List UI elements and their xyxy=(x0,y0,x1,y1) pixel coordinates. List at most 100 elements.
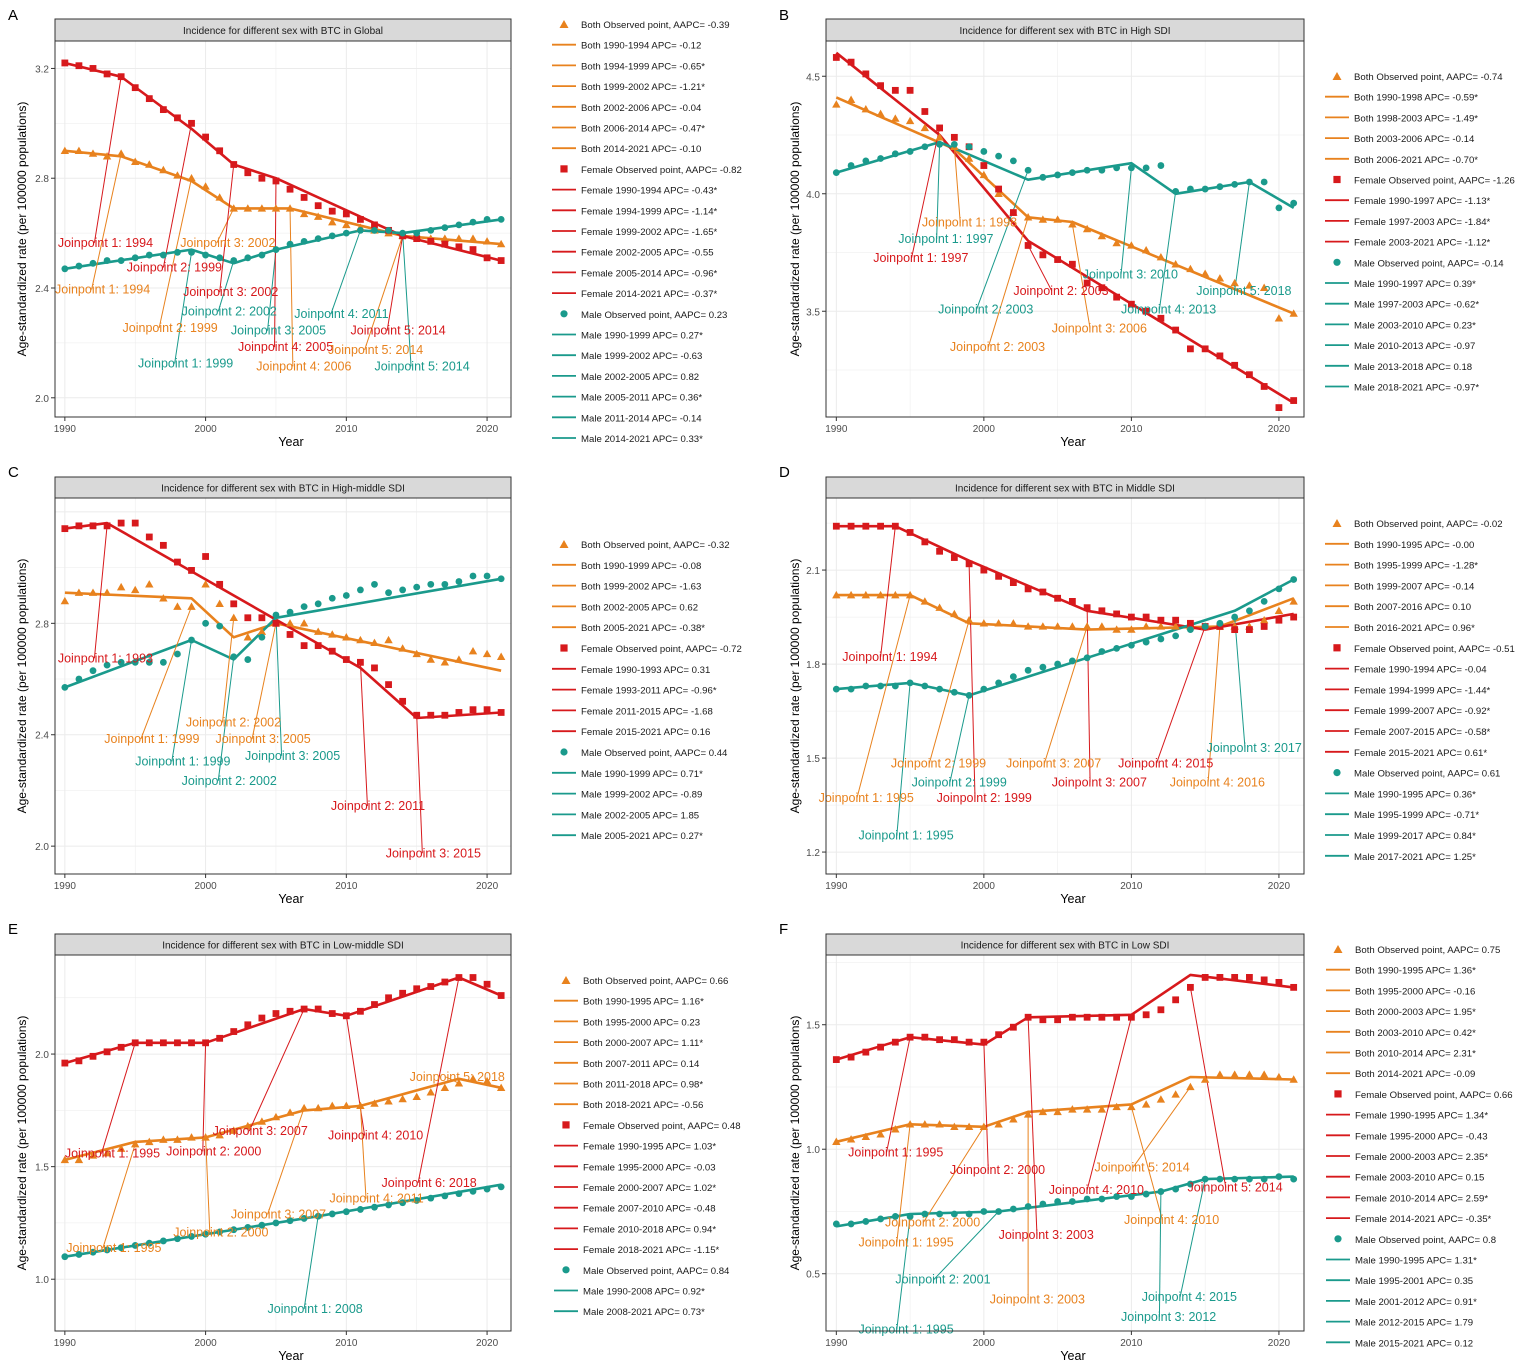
panel-border xyxy=(825,497,1305,875)
point-male xyxy=(1187,185,1194,193)
legend-entry: Female 2000-2003 APC= 2.35* xyxy=(1355,1152,1488,1163)
point-female xyxy=(328,1010,336,1017)
y-tick-label: 1.0 xyxy=(806,1145,820,1156)
point-female xyxy=(455,709,463,716)
point-male xyxy=(202,619,209,627)
point-both xyxy=(482,1076,492,1085)
point-male xyxy=(995,679,1003,687)
point-both xyxy=(412,1092,421,1101)
x-tick-label: 1990 xyxy=(54,1338,77,1349)
annotation-label: Joinpoint 4: 2015 xyxy=(1142,1290,1237,1304)
legend-entry: Female 1995-2000 APC= -0.03 xyxy=(583,1162,716,1173)
x-tick-label: 2020 xyxy=(476,424,499,435)
point-female xyxy=(117,73,125,81)
point-male xyxy=(230,653,238,661)
point-male xyxy=(1068,1198,1076,1205)
legend-entry: Female 1990-1997 APC= -1.13* xyxy=(1354,196,1491,207)
legend-entry: Male 2010-2013 APC= -0.97 xyxy=(1354,341,1475,352)
point-both xyxy=(356,1101,365,1110)
annotation-connector xyxy=(330,230,361,315)
x-tick-label: 2000 xyxy=(194,881,217,892)
annotation-label: Joinpoint 1: 1999 xyxy=(104,732,199,746)
legend-entry: Male 1997-2003 APC= -0.62* xyxy=(1354,300,1479,311)
point-male xyxy=(286,1217,294,1225)
legend-key-point xyxy=(1333,769,1341,777)
x-axis-label: Year xyxy=(1060,435,1085,449)
point-female xyxy=(159,541,167,549)
point-both xyxy=(342,1101,351,1110)
point-female xyxy=(1260,976,1268,984)
point-both xyxy=(1141,622,1151,630)
annotation-label: Joinpoint 2: 2002 xyxy=(186,715,281,729)
point-male xyxy=(1098,1195,1106,1203)
plot-background xyxy=(55,498,511,874)
point-both xyxy=(832,1137,841,1145)
annotation-label: Joinpoint 1: 1999 xyxy=(135,754,230,768)
annotation-connector xyxy=(1027,245,1053,292)
x-tick-label: 2020 xyxy=(476,1338,499,1349)
point-female xyxy=(75,62,83,70)
point-both xyxy=(1200,1075,1210,1083)
x-tick-label: 2020 xyxy=(476,881,499,892)
y-tick-label: 2.0 xyxy=(35,842,49,853)
point-female xyxy=(1098,1013,1106,1021)
point-male xyxy=(847,162,855,169)
point-female xyxy=(357,1007,364,1015)
point-both xyxy=(468,646,478,655)
point-both xyxy=(1274,606,1284,614)
legend-entry: Male 2005-2021 APC= 0.27* xyxy=(581,831,703,842)
point-both xyxy=(229,204,238,212)
annotation-connector xyxy=(1234,617,1246,748)
legend-entry: Both 1990-1994 APC= -0.12 xyxy=(581,41,701,52)
point-both xyxy=(861,1132,871,1140)
annotation-label: Joinpoint 4: 2011 xyxy=(294,307,388,321)
point-both xyxy=(159,165,168,174)
point-male xyxy=(174,248,181,256)
point-female xyxy=(357,658,364,666)
point-male xyxy=(1024,166,1032,174)
chart-panel-a: A Incidence for different sex with BTC in… xyxy=(8,7,742,449)
point-both xyxy=(1009,1115,1018,1123)
point-male xyxy=(1054,1198,1062,1205)
chart-title: Incidence for different sex with BTC in … xyxy=(161,484,405,495)
point-both xyxy=(1038,622,1048,630)
point-both xyxy=(426,1088,435,1096)
point-male xyxy=(1127,641,1135,649)
point-male xyxy=(145,658,153,666)
point-male xyxy=(1172,632,1180,640)
legend-entry: Male 1999-2017 APC= 0.84* xyxy=(1354,831,1476,842)
x-axis-label: Year xyxy=(1060,892,1085,906)
point-both xyxy=(398,1094,407,1103)
point-female xyxy=(1068,598,1076,605)
point-both xyxy=(979,170,989,179)
legend-entry: Female 2014-2021 APC= -0.35* xyxy=(1355,1214,1492,1225)
point-male xyxy=(891,1213,899,1220)
annotation-label: Joinpoint 2: 2002 xyxy=(182,304,277,318)
point-both xyxy=(384,1097,393,1105)
point-male xyxy=(371,580,378,588)
point-both xyxy=(60,1155,70,1164)
point-both xyxy=(384,635,393,644)
annotation-connector xyxy=(364,235,404,351)
point-both xyxy=(1053,622,1062,630)
point-female xyxy=(441,711,449,719)
legend-entry: Both 2003-2006 APC= -0.14 xyxy=(1354,134,1475,145)
annotation-label: Joinpoint 4: 2015 xyxy=(1118,756,1213,770)
annotation-connector xyxy=(896,1216,911,1330)
chart-panel-b: B Incidence for different sex with BTC in… xyxy=(779,7,1515,449)
legend-entry: Female 1999-2007 APC= -0.92* xyxy=(1354,706,1491,717)
point-both xyxy=(131,1139,140,1148)
annotation-connector xyxy=(949,695,970,783)
point-female xyxy=(342,1012,350,1020)
point-female xyxy=(1290,397,1298,404)
point-male xyxy=(188,248,195,256)
annotation-label: Joinpoint 3: 2005 xyxy=(231,324,326,338)
annotation-label: Joinpoint 2: 2000 xyxy=(950,1163,1045,1177)
annotation-label: Joinpoint 2: 2003 xyxy=(950,340,1045,354)
annotation-connector xyxy=(219,164,235,293)
annotation-connector xyxy=(1071,224,1091,329)
legend-entry: Both 2011-2018 APC= 0.98* xyxy=(583,1080,703,1091)
legend-entry: Both 1990-1995 APC= -0.00 xyxy=(1354,540,1474,551)
annotation-connector xyxy=(140,606,192,740)
